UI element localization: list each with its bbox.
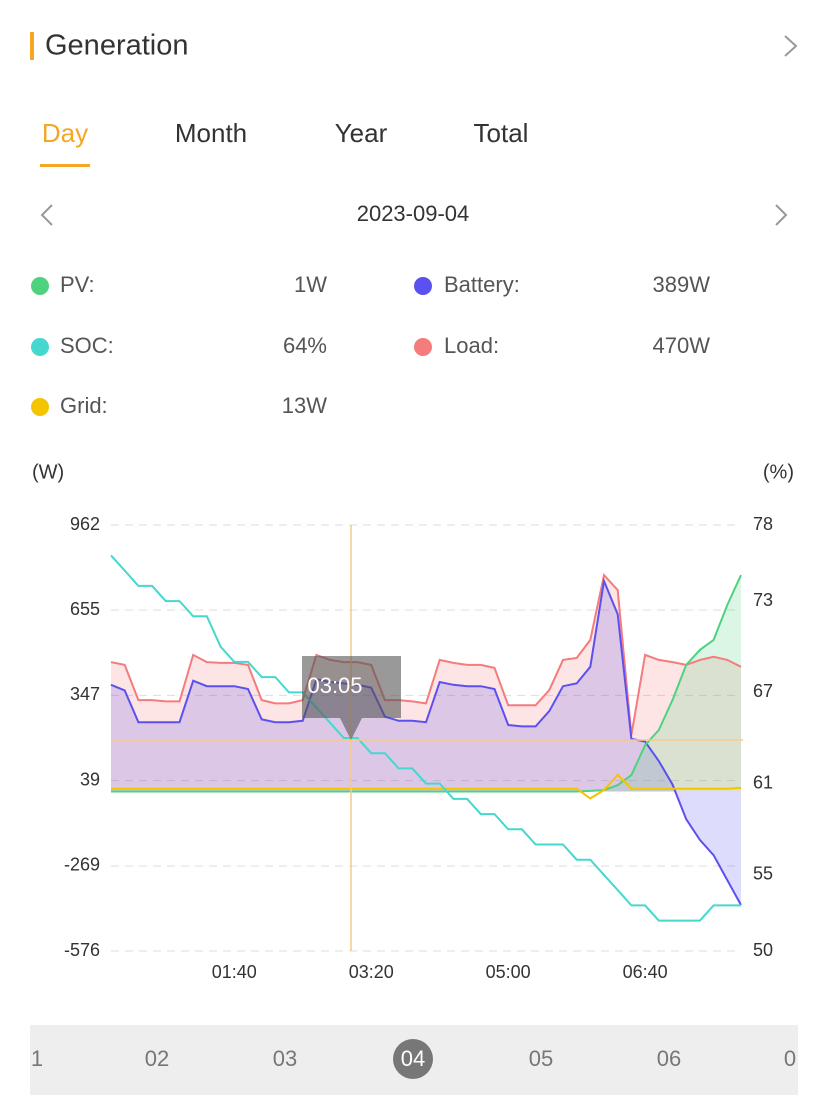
stat-label: PV: <box>60 272 95 297</box>
stat-label: Grid: <box>60 393 108 418</box>
day-label[interactable]: 04 <box>401 1046 425 1071</box>
y2-tick-label: 67 <box>753 681 773 701</box>
legend-dot <box>414 338 432 356</box>
stat-label: SOC: <box>60 333 114 358</box>
y2-axis-label: (%) <box>763 461 794 483</box>
next-date[interactable] <box>775 204 788 226</box>
stat-value: 64% <box>283 333 327 358</box>
series-line <box>110 572 742 736</box>
series-line <box>111 574 742 793</box>
y-tick-label: 655 <box>70 599 100 619</box>
tab[interactable]: Year <box>335 118 388 148</box>
legend-dot <box>31 338 49 356</box>
legend-dot <box>414 277 432 295</box>
page-title: Generation <box>45 30 189 62</box>
day-label[interactable]: 03 <box>273 1046 297 1071</box>
tab[interactable]: Day <box>42 118 88 148</box>
y-tick-label: -576 <box>64 940 100 960</box>
y2-tick-label: 61 <box>753 772 773 792</box>
day-label[interactable]: 1 <box>31 1046 43 1071</box>
tooltip-text: 03:05 <box>307 673 362 698</box>
stat-label: Battery: <box>444 272 520 297</box>
stat-value: 1W <box>294 272 327 297</box>
title-accent <box>30 32 34 60</box>
legend-dot <box>31 277 49 295</box>
y-tick-label: 39 <box>80 769 100 789</box>
tab[interactable]: Total <box>474 118 529 148</box>
y2-tick-label: 55 <box>753 864 773 884</box>
x-tick-label: 06:40 <box>623 962 668 982</box>
tab[interactable]: Month <box>175 118 247 148</box>
y-tick-label: 347 <box>70 684 100 704</box>
prev-date[interactable] <box>40 204 53 226</box>
day-label[interactable]: 0 <box>784 1046 796 1071</box>
day-label[interactable]: 06 <box>657 1046 681 1071</box>
selected-day <box>393 1039 433 1079</box>
tab-underline <box>40 164 90 167</box>
y-tick-label: 962 <box>70 514 100 534</box>
y-tick-label: -269 <box>64 855 100 875</box>
x-tick-label: 01:40 <box>212 962 257 982</box>
legend-dot <box>31 398 49 416</box>
series-line <box>111 773 742 800</box>
stat-value: 13W <box>282 393 327 418</box>
series-area <box>111 581 741 905</box>
open-arrow[interactable] <box>784 35 798 57</box>
series-line <box>110 554 741 922</box>
stat-value: 470W <box>653 333 711 358</box>
y2-tick-label: 78 <box>753 514 773 534</box>
day-label[interactable]: 02 <box>145 1046 169 1071</box>
series-area <box>111 575 741 792</box>
day-label[interactable]: 05 <box>529 1046 553 1071</box>
tooltip-box <box>302 656 401 740</box>
y-axis-label: (W) <box>32 461 64 483</box>
series-area <box>111 575 741 792</box>
stat-value: 389W <box>653 272 711 297</box>
x-tick-label: 05:00 <box>486 962 531 982</box>
y2-tick-label: 73 <box>753 590 773 610</box>
stat-label: Load: <box>444 333 499 358</box>
date-label: 2023-09-04 <box>357 201 470 226</box>
y2-tick-label: 50 <box>753 940 773 960</box>
x-tick-label: 03:20 <box>349 962 394 982</box>
